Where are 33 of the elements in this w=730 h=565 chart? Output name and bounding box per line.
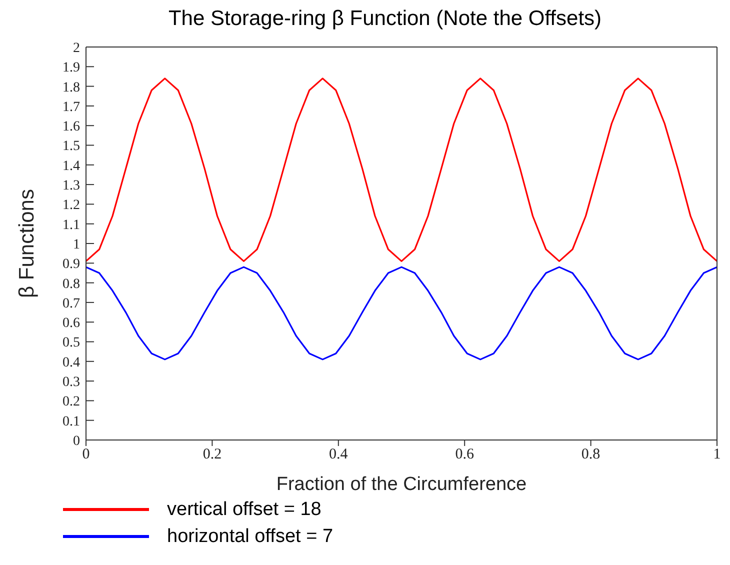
y-tick-label: 1.1 bbox=[62, 218, 80, 233]
y-tick-label: 1.5 bbox=[62, 139, 80, 154]
line-series bbox=[86, 266, 717, 360]
legend-label: vertical offset = 18 bbox=[167, 498, 322, 520]
x-tick-label: 0.2 bbox=[202, 446, 222, 463]
y-tick-label: 1.2 bbox=[62, 198, 80, 214]
y-tick-label: 2 bbox=[73, 40, 80, 56]
y-tick-label: 1 bbox=[73, 237, 80, 252]
x-tick-label: 0.6 bbox=[455, 446, 474, 463]
y-tick-label: 1.3 bbox=[62, 178, 80, 194]
x-axis-title: Fraction of the Circumference bbox=[276, 474, 527, 495]
y-tick-label: 1.4 bbox=[62, 158, 80, 174]
y-tick-label: 0 bbox=[73, 434, 80, 449]
y-tick-label: 0.7 bbox=[62, 296, 80, 312]
y-tick-label: 0.3 bbox=[62, 375, 80, 390]
y-axis-title: β Functions bbox=[15, 189, 38, 298]
legend-label: horizontal offset = 7 bbox=[167, 526, 334, 548]
y-tick-label: 0.1 bbox=[62, 414, 80, 430]
y-tick-label: 1.7 bbox=[62, 100, 80, 115]
y-tick-label: 0.2 bbox=[62, 394, 80, 410]
y-tick-label: 0.4 bbox=[62, 355, 80, 370]
y-tick-label: 1.8 bbox=[62, 80, 80, 96]
x-tick-label: 0.8 bbox=[581, 446, 600, 463]
y-tick-label: 0.9 bbox=[62, 257, 80, 272]
y-tick-label: 1.9 bbox=[62, 60, 80, 76]
x-tick-label: 1 bbox=[713, 446, 721, 463]
y-tick-label: 0.8 bbox=[62, 276, 80, 292]
line-series bbox=[86, 78, 717, 262]
chart-title: The Storage-ring β Function (Note the Offsets) bbox=[167, 7, 603, 32]
y-tick-label: 0.5 bbox=[62, 336, 80, 351]
y-tick-label: 1.6 bbox=[62, 120, 80, 135]
x-tick-label: 0.4 bbox=[329, 446, 348, 463]
y-tick-label: 0.6 bbox=[62, 316, 80, 332]
